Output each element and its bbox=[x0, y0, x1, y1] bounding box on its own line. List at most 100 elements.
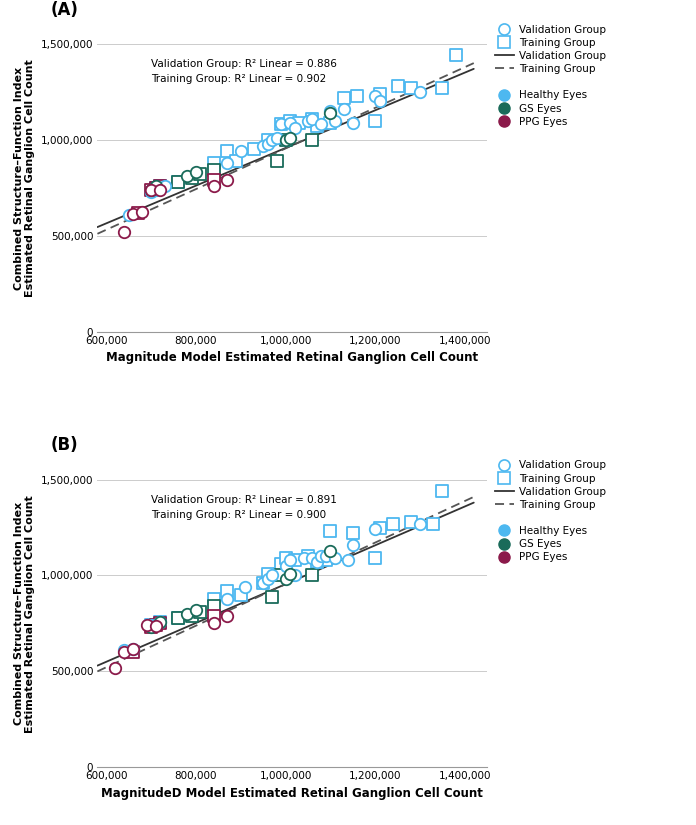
Text: (B): (B) bbox=[51, 436, 78, 455]
Point bbox=[342, 554, 354, 567]
Point bbox=[258, 139, 269, 152]
Point bbox=[450, 49, 461, 62]
Point bbox=[150, 182, 161, 195]
Point bbox=[231, 154, 242, 167]
Point bbox=[119, 225, 130, 238]
Point bbox=[222, 592, 233, 605]
Point bbox=[374, 95, 386, 108]
Point bbox=[191, 603, 202, 616]
Point bbox=[406, 515, 417, 528]
Point bbox=[150, 620, 161, 633]
Point bbox=[271, 131, 282, 144]
Point bbox=[186, 172, 197, 185]
Point bbox=[150, 619, 161, 632]
Point bbox=[155, 182, 166, 195]
Point bbox=[208, 592, 219, 605]
Point bbox=[150, 183, 161, 196]
Point bbox=[414, 85, 425, 98]
Point bbox=[280, 559, 291, 573]
Point bbox=[208, 617, 219, 630]
Point bbox=[155, 179, 166, 192]
Point bbox=[155, 179, 166, 192]
Point bbox=[173, 611, 184, 625]
Point bbox=[307, 133, 318, 146]
Legend: Validation Group, Training Group, Validation Group, Training Group, , Healthy Ey: Validation Group, Training Group, Valida… bbox=[495, 25, 606, 126]
Point bbox=[145, 183, 157, 196]
Point bbox=[370, 114, 381, 127]
Point bbox=[289, 569, 300, 582]
Point bbox=[276, 558, 287, 571]
Point bbox=[307, 569, 318, 582]
Point bbox=[173, 176, 184, 189]
Point bbox=[173, 176, 184, 189]
Point bbox=[208, 173, 219, 186]
Point bbox=[136, 205, 148, 219]
Point bbox=[235, 588, 246, 601]
Point bbox=[276, 569, 287, 582]
Point bbox=[294, 116, 305, 130]
X-axis label: Magnitude Model Estimated Retinal Ganglion Cell Count: Magnitude Model Estimated Retinal Gangli… bbox=[106, 351, 478, 365]
Point bbox=[208, 164, 219, 177]
Point bbox=[311, 555, 322, 568]
Point bbox=[150, 182, 161, 195]
Point bbox=[150, 619, 161, 632]
Point bbox=[271, 154, 282, 167]
Point bbox=[374, 87, 386, 101]
Point bbox=[437, 82, 448, 95]
Point bbox=[145, 620, 157, 634]
Point bbox=[267, 590, 278, 603]
Point bbox=[222, 144, 233, 158]
Point bbox=[280, 133, 291, 146]
Point bbox=[289, 554, 300, 567]
Point bbox=[208, 156, 219, 169]
Point bbox=[239, 581, 251, 594]
Point bbox=[370, 552, 381, 565]
Point bbox=[155, 183, 166, 196]
Point bbox=[145, 620, 157, 634]
Point bbox=[351, 89, 363, 102]
Point bbox=[388, 517, 399, 530]
Point bbox=[182, 170, 193, 183]
Point bbox=[145, 183, 157, 196]
Point bbox=[280, 573, 291, 586]
Point bbox=[406, 82, 417, 95]
Point bbox=[155, 615, 166, 628]
Point bbox=[150, 179, 161, 192]
Point bbox=[267, 133, 278, 146]
Point bbox=[316, 549, 327, 563]
Text: Validation Group: R² Linear = 0.891
Training Group: R² Linear = 0.900: Validation Group: R² Linear = 0.891 Trai… bbox=[151, 495, 337, 520]
Point bbox=[127, 643, 139, 656]
Point bbox=[262, 133, 274, 146]
Point bbox=[258, 577, 269, 590]
Point bbox=[320, 554, 331, 567]
Point bbox=[347, 526, 358, 540]
Point bbox=[316, 118, 327, 131]
Point bbox=[145, 185, 157, 198]
Point bbox=[127, 646, 139, 659]
Point bbox=[347, 538, 358, 551]
Point bbox=[285, 567, 296, 580]
Y-axis label: Combined Structure–Function Index
Estimated Retinal Ganglion Cell Count: Combined Structure–Function Index Estima… bbox=[14, 59, 35, 297]
Point bbox=[262, 137, 274, 150]
Point bbox=[145, 619, 157, 632]
Point bbox=[303, 114, 314, 127]
Point bbox=[208, 609, 219, 622]
Point bbox=[338, 91, 349, 104]
Point bbox=[374, 521, 386, 534]
Point bbox=[145, 183, 157, 196]
Point bbox=[258, 577, 269, 590]
Point bbox=[127, 643, 139, 656]
Point bbox=[325, 106, 336, 120]
X-axis label: MagnitudeD Model Estimated Retinal Ganglion Cell Count: MagnitudeD Model Estimated Retinal Gangl… bbox=[102, 787, 483, 800]
Point bbox=[285, 131, 296, 144]
Point bbox=[159, 179, 171, 192]
Point bbox=[182, 607, 193, 620]
Point bbox=[325, 116, 336, 130]
Point bbox=[347, 116, 358, 130]
Point bbox=[267, 569, 278, 582]
Point bbox=[311, 120, 322, 133]
Point bbox=[222, 156, 233, 169]
Text: (A): (A) bbox=[51, 1, 79, 19]
Point bbox=[280, 133, 291, 146]
Point bbox=[298, 552, 309, 565]
